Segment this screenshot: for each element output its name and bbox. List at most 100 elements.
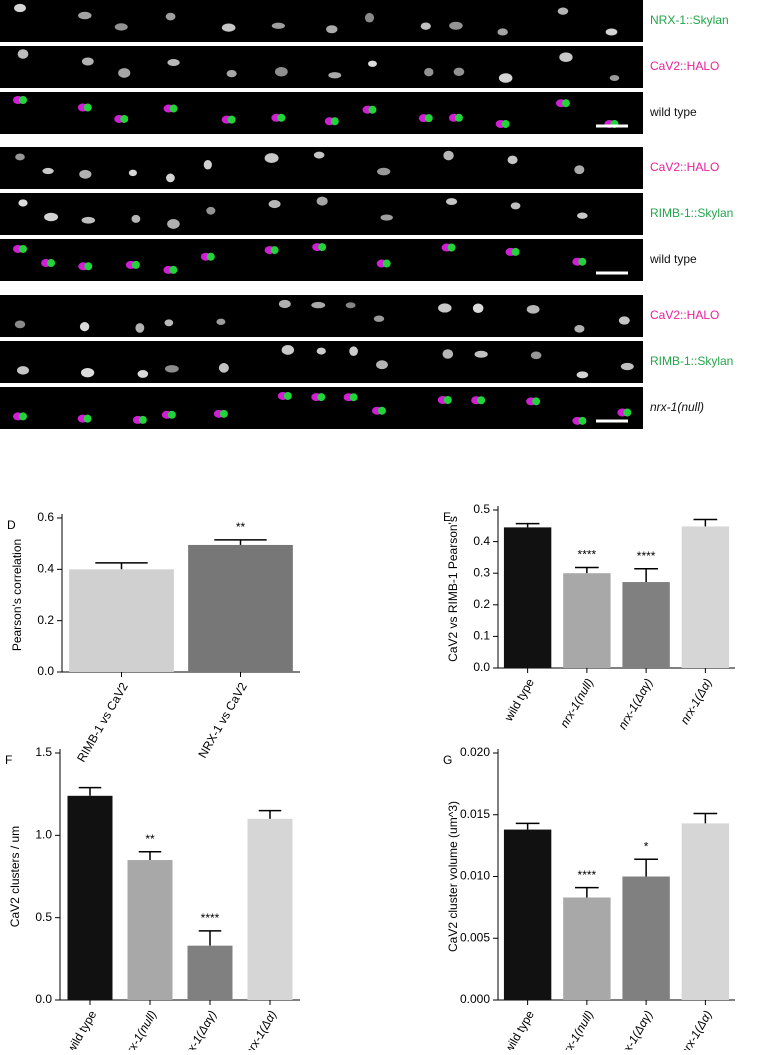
x-tick-label: nrx-1(null) — [557, 1008, 596, 1050]
cluster — [167, 219, 180, 229]
micrograph — [0, 0, 643, 42]
cluster — [532, 397, 541, 406]
cluster — [511, 247, 520, 256]
significance: **** — [578, 868, 597, 882]
cluster — [373, 315, 385, 322]
cluster — [166, 173, 175, 183]
x-tick-label: wild type — [63, 1008, 99, 1050]
cluster — [14, 320, 26, 329]
panel-letter: G — [443, 753, 452, 767]
bar — [622, 582, 670, 668]
significance: ** — [145, 832, 155, 846]
y-tick-label: 1.0 — [35, 828, 52, 842]
cluster — [345, 302, 356, 309]
bar — [563, 573, 611, 668]
cluster — [131, 260, 140, 269]
cluster — [19, 96, 27, 105]
significance: **** — [201, 911, 220, 925]
channel-label: wild type — [649, 105, 697, 119]
cluster — [442, 349, 454, 359]
cluster — [349, 393, 358, 402]
y-tick-label: 0.0 — [37, 664, 54, 678]
bar — [681, 823, 730, 1000]
cluster — [218, 363, 229, 373]
cluster — [264, 153, 279, 163]
cluster — [623, 408, 632, 417]
y-tick-label: 1.5 — [35, 745, 52, 759]
cluster — [281, 345, 295, 355]
y-tick-label: 0.5 — [35, 910, 52, 924]
cluster — [81, 57, 94, 66]
bar — [503, 829, 552, 1000]
cluster — [438, 303, 452, 313]
cluster — [330, 117, 339, 126]
cluster — [203, 159, 212, 170]
y-tick-label: 0.4 — [37, 562, 54, 576]
channel-label: NRX-1::Skylan — [650, 13, 729, 27]
micrograph — [0, 295, 643, 337]
cluster — [424, 114, 433, 123]
cluster — [227, 115, 236, 124]
cluster — [47, 259, 56, 268]
cluster — [42, 167, 54, 175]
cluster — [226, 69, 237, 78]
cluster — [368, 105, 377, 114]
cluster — [219, 409, 228, 418]
cluster — [443, 150, 454, 161]
cluster — [81, 216, 96, 224]
cluster — [14, 3, 26, 13]
cluster — [316, 347, 326, 355]
cluster — [382, 259, 391, 268]
cluster — [620, 362, 634, 371]
cluster — [83, 103, 92, 112]
x-tick-label: nrx-1(Δα) — [677, 676, 714, 727]
cluster — [453, 67, 465, 76]
cluster — [349, 346, 358, 357]
channel-label: wild type — [649, 252, 697, 266]
channel-label: RIMB-1::Skylan — [650, 354, 733, 368]
significance: * — [644, 839, 649, 853]
cluster — [574, 325, 585, 333]
bar — [247, 818, 293, 1000]
y-tick-label: 0.015 — [460, 807, 490, 821]
cluster — [609, 74, 620, 82]
y-tick-label: 0.2 — [37, 613, 54, 627]
bar — [127, 860, 173, 1000]
cluster — [167, 59, 180, 67]
y-axis-label: CaV2 cluster volume (um^3) — [446, 801, 460, 952]
x-tick-label: nrx-1(Δαγ) — [615, 676, 655, 732]
cluster — [445, 198, 458, 205]
y-axis-label: CaV2 vs RIMB-1 Pearson's — [446, 516, 460, 662]
x-tick-label: wild type — [501, 1008, 537, 1050]
cluster — [277, 113, 286, 122]
cluster — [80, 367, 95, 378]
cluster — [128, 169, 137, 177]
micrograph — [0, 46, 643, 88]
channel-label: nrx-1(null) — [650, 400, 704, 414]
cluster — [474, 350, 488, 358]
cluster — [424, 67, 434, 77]
cluster — [317, 393, 326, 402]
cluster — [18, 199, 28, 207]
cluster — [44, 212, 59, 222]
cluster — [311, 301, 326, 309]
cluster — [420, 22, 431, 30]
cluster — [165, 12, 176, 21]
cluster — [79, 169, 92, 179]
y-tick-label: 0.1 — [473, 629, 490, 643]
cluster — [577, 212, 588, 219]
cluster — [78, 11, 92, 20]
channel-label: CaV2::HALO — [650, 308, 719, 322]
cluster — [169, 104, 178, 113]
y-tick-label: 0.010 — [460, 869, 490, 883]
cluster — [17, 366, 29, 375]
bar — [503, 527, 552, 668]
significance: ** — [236, 520, 246, 534]
cluster — [559, 52, 573, 63]
cluster — [472, 303, 484, 313]
bar — [563, 897, 611, 1000]
cluster — [447, 243, 456, 252]
cluster — [216, 318, 226, 325]
x-tick-label: nrx-1(Δαγ) — [179, 1008, 219, 1050]
